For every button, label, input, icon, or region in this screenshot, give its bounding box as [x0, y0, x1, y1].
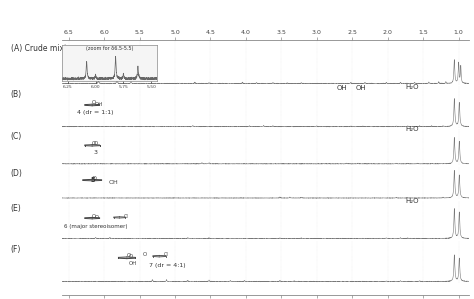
Text: O: O [94, 141, 98, 146]
Text: (A) Crude mixture: (A) Crude mixture [11, 44, 80, 53]
Text: H₂O: H₂O [406, 198, 419, 204]
Text: 7 (dr = 4:1): 7 (dr = 4:1) [149, 263, 186, 268]
Text: OH: OH [129, 261, 137, 266]
Text: (B): (B) [11, 90, 22, 99]
Text: OH: OH [356, 85, 366, 91]
Text: OH: OH [95, 102, 103, 107]
Text: Cl: Cl [164, 252, 168, 257]
Text: (zoom for δ6.5-5.5): (zoom for δ6.5-5.5) [86, 46, 133, 51]
Text: O: O [92, 176, 97, 181]
Text: OH: OH [109, 180, 118, 185]
Text: (D): (D) [11, 169, 23, 178]
Text: O: O [92, 100, 96, 106]
Text: (C): (C) [11, 132, 22, 141]
Text: O: O [92, 214, 96, 219]
Text: 4 (dr = 1:1): 4 (dr = 1:1) [77, 110, 114, 115]
Text: OH: OH [337, 85, 347, 91]
Text: O: O [127, 253, 131, 258]
Text: H₂O: H₂O [406, 84, 419, 90]
Text: O: O [128, 254, 133, 259]
Text: 3: 3 [93, 150, 98, 155]
Text: Cl: Cl [124, 214, 128, 219]
Text: O: O [143, 252, 147, 257]
Text: 6 (major stereoisomer): 6 (major stereoisomer) [64, 224, 127, 229]
Text: (E): (E) [11, 204, 21, 213]
Text: O: O [92, 141, 96, 146]
Text: (F): (F) [11, 245, 21, 254]
Text: 5: 5 [91, 177, 96, 183]
Text: O: O [95, 215, 99, 220]
Text: H₂O: H₂O [406, 126, 419, 132]
